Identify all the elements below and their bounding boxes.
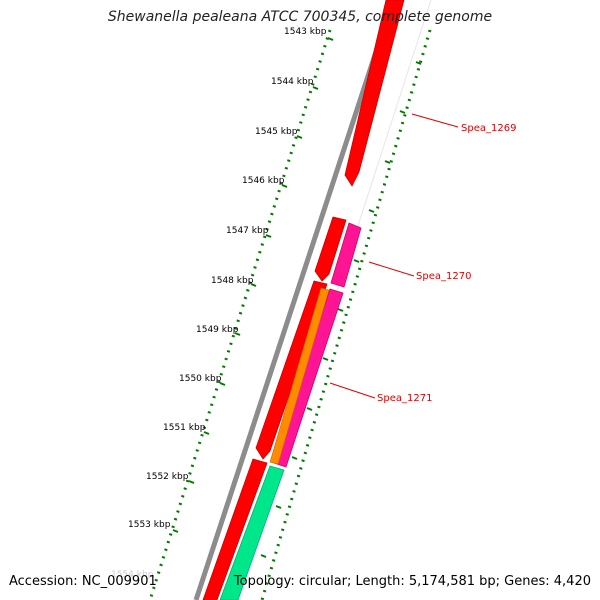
- inner-tick: [399, 110, 406, 114]
- inner-tick: [368, 209, 375, 213]
- inner-tick: [306, 407, 313, 411]
- outer-tick: [281, 184, 288, 188]
- tick-label-1543: 1543 kbp: [284, 27, 327, 37]
- scale-tick-labels: 1543 kbp 1544 kbp 1545 kbp 1546 kbp 1547…: [111, 27, 327, 580]
- inner-tick: [260, 554, 267, 558]
- tick-label-1551: 1551 kbp: [163, 423, 206, 433]
- feature-green: [219, 465, 285, 600]
- tick-label-1547: 1547 kbp: [226, 226, 269, 236]
- outer-tick: [250, 283, 257, 287]
- cds-reverse-1: [330, 222, 362, 288]
- leader-spea-1270: [368, 261, 415, 277]
- gene-label-spea-1271: Spea_1271: [377, 393, 432, 404]
- inner-tick: [322, 357, 329, 361]
- feature-orange: [269, 287, 330, 465]
- outer-tick: [312, 86, 319, 90]
- outer-major-ticks: [172, 37, 334, 533]
- cds-forward-2: [314, 216, 347, 282]
- tick-label-1553: 1553 kbp: [128, 520, 171, 530]
- gene-label-spea-1269: Spea_1269: [461, 123, 516, 134]
- outer-tick: [188, 480, 195, 484]
- outer-tick: [296, 135, 303, 139]
- inner-tick: [275, 505, 282, 509]
- leader-spea-1271: [329, 382, 376, 399]
- gene-label-spea-1270: Spea_1270: [416, 271, 471, 282]
- tick-label-1548: 1548 kbp: [211, 276, 254, 286]
- inner-tick: [353, 259, 360, 263]
- tick-label-1544: 1544 kbp: [271, 77, 314, 87]
- cds-forward-1: [344, 0, 405, 187]
- inner-scale-dots: [260, 29, 432, 600]
- accession-label: Accession: NC_009901: [9, 574, 157, 589]
- leader-spea-1269: [411, 113, 459, 128]
- inner-tick: [415, 61, 422, 65]
- genome-backbone: [193, 0, 396, 600]
- tick-label-1550: 1550 kbp: [179, 374, 222, 384]
- tick-label-1546: 1546 kbp: [242, 176, 285, 186]
- outer-tick: [234, 332, 241, 336]
- cds-forward-4: [202, 458, 268, 600]
- inner-tick: [384, 160, 391, 164]
- tick-label-1552: 1552 kbp: [146, 472, 189, 482]
- inner-tick: [337, 308, 344, 312]
- inner-major-ticks: [260, 61, 422, 558]
- outer-tick: [219, 382, 226, 386]
- genome-title: Shewanella pealeana ATCC 700345, complet…: [107, 9, 493, 25]
- genome-summary: Topology: circular; Length: 5,174,581 bp…: [233, 574, 591, 589]
- outer-tick: [203, 431, 210, 435]
- outer-tick: [265, 234, 272, 238]
- tick-label-1549: 1549 kbp: [196, 325, 239, 335]
- inner-tick: [291, 456, 298, 460]
- cds-forward-3: [255, 280, 328, 460]
- tick-label-1545: 1545 kbp: [255, 127, 298, 137]
- tick-label-1554: 1554 kbp: [111, 570, 154, 580]
- outer-tick: [327, 37, 334, 41]
- outer-tick: [172, 529, 179, 533]
